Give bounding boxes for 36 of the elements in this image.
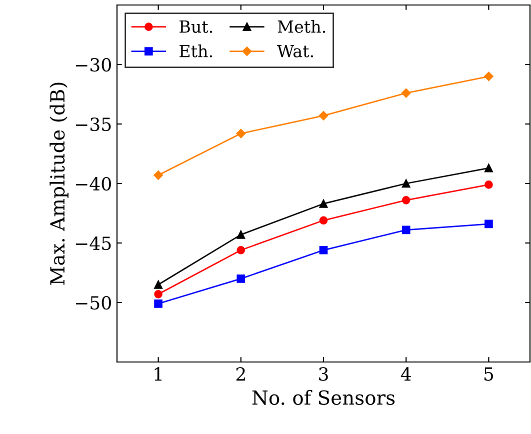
point [154,280,162,289]
point [484,72,494,82]
y-tick-label: −40 [76,176,111,191]
point [319,200,328,208]
point [319,216,328,225]
point [236,246,246,254]
point [318,111,328,120]
point [402,226,410,234]
point [154,170,163,180]
y-tick-label: −30 [76,58,111,72]
point [402,196,410,204]
point [484,180,493,189]
point [236,128,246,138]
y-axis-title: Max. Amplitude (dB) [50,82,68,285]
y-tick-label: −50 [76,296,111,310]
x-tick-label: 5 [484,367,494,381]
point [484,164,493,172]
point [154,290,162,298]
x-axis-title: No. of Sensors [252,390,395,405]
y-tick-label: −45 [76,236,111,250]
x-tick-label: 2 [236,367,245,381]
legend-label: Meth. [278,20,326,33]
point [154,300,162,308]
point [401,88,411,98]
point [236,274,246,283]
legend-label: Eth. [180,44,212,58]
point [484,220,493,228]
x-tick-label: 4 [400,367,411,381]
point [402,179,410,188]
x-tick-label: 3 [319,367,328,381]
y-tick-label: −35 [76,117,111,132]
legend-label: Wat. [277,44,314,58]
legend-label: But. [180,20,212,33]
point [319,246,328,254]
x-tick-label: 1 [154,367,162,381]
point [236,230,246,239]
